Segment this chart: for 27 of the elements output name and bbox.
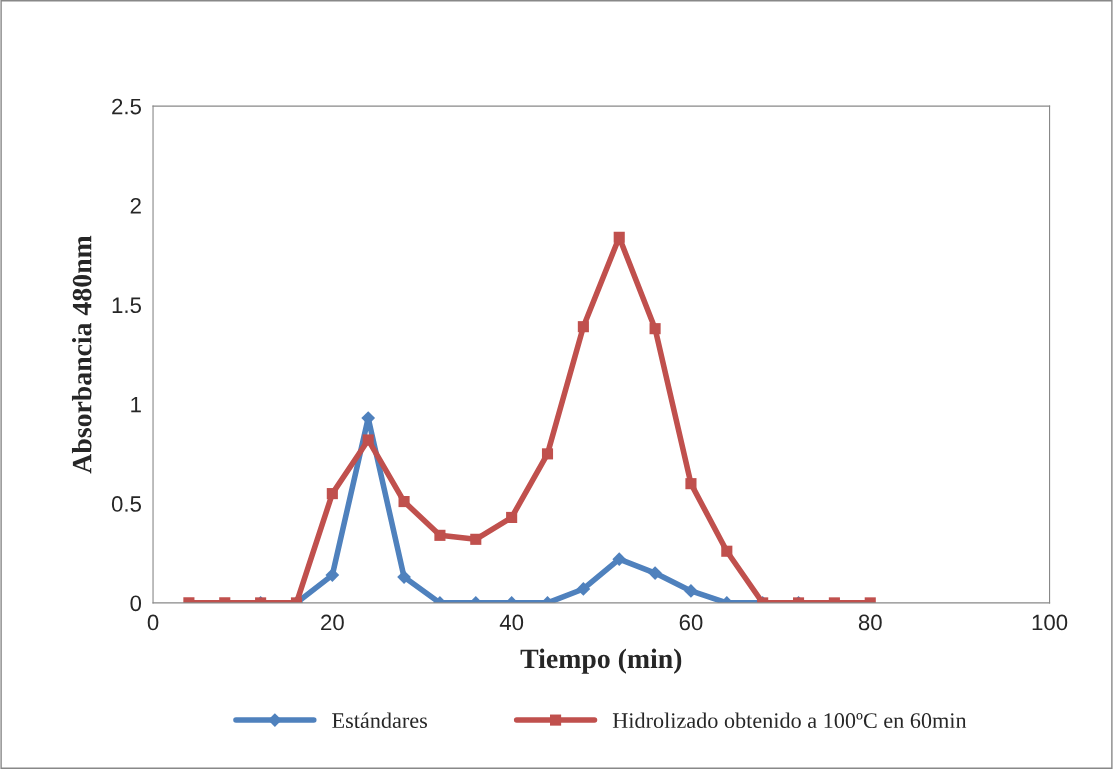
y-tick-label: 1: [131, 396, 141, 413]
point: [362, 434, 374, 446]
point: [685, 478, 697, 490]
point: [434, 529, 446, 541]
x-tick-label: 20: [321, 614, 344, 631]
legend-label: Hidrolizado obtenido a 100ºC en 60min: [612, 712, 967, 729]
y-tick-label: 1.5: [112, 297, 141, 314]
y-tick-label: 0: [130, 595, 142, 612]
y-tick-label: 2: [130, 198, 141, 214]
y-tick-label: 2.5: [112, 98, 141, 115]
point: [398, 496, 410, 508]
x-tick-label: 60: [679, 614, 703, 631]
point: [541, 448, 554, 460]
point: [506, 511, 518, 524]
point: [326, 488, 338, 500]
x-tick-label: 80: [858, 614, 882, 631]
y-tick-label: 0.5: [111, 496, 141, 512]
y-axis-title: Absorbancia 480nm: [71, 235, 92, 474]
point: [721, 545, 733, 557]
x-tick-label: 0: [147, 614, 159, 631]
x-tick-label: 100: [1032, 614, 1068, 631]
legend-label: Estándares: [332, 712, 427, 729]
x-axis-title: Tiempo (min): [520, 648, 682, 674]
point: [470, 533, 482, 545]
x-tick-label: 40: [499, 614, 524, 631]
point: [577, 321, 589, 333]
point: [649, 323, 661, 335]
